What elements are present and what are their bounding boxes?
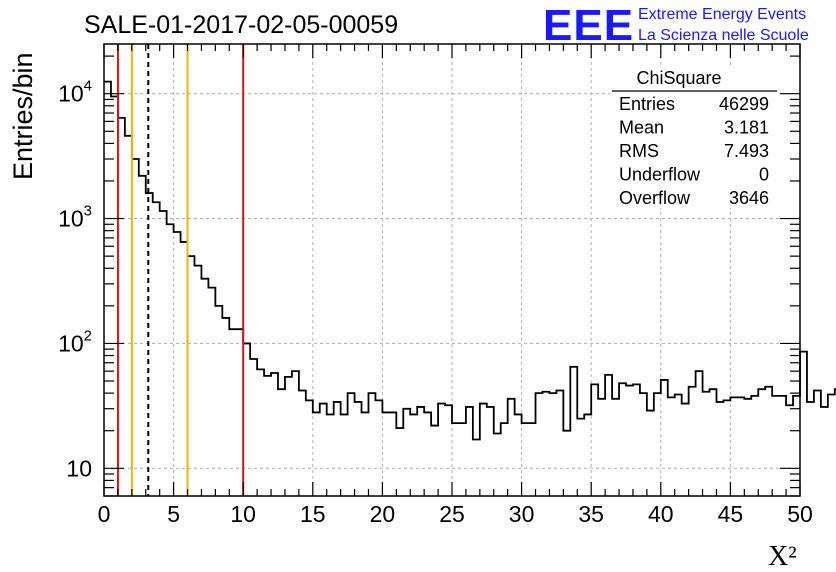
x-tick-label: 25 (439, 501, 465, 527)
x-tick-labels: 0 5 10 15 20 25 30 35 40 45 50 (98, 501, 813, 527)
y-tick-exponent: 2 (84, 327, 92, 344)
x-tick-label: 30 (509, 501, 535, 527)
stats-row-label: Mean (619, 118, 664, 138)
y-tick-label: 103 (58, 203, 92, 232)
x-tick-label: 10 (230, 501, 256, 527)
stats-box-title: ChiSquare (636, 68, 721, 88)
eee-logo: EEE Extreme Energy Events La Scienza nel… (543, 1, 809, 50)
reference-lines (116, 44, 245, 496)
x-tick-label: 0 (98, 501, 111, 527)
x-tick-label: 45 (718, 501, 744, 527)
chart-title: SALE-01-2017-02-05-00059 (84, 11, 398, 39)
logo-line-2: La Scienza nelle Scuole (638, 27, 809, 44)
histogram (104, 80, 836, 441)
stats-row-value: 3.181 (724, 118, 769, 138)
histogram-line (104, 80, 836, 441)
stats-box: ChiSquare Entries 46299 Mean 3.181 RMS 7.493 U… (610, 66, 780, 208)
y-tick-label: 104 (58, 78, 92, 107)
y-tick-label: 102 (58, 327, 92, 356)
x-tick-label: 15 (300, 501, 326, 527)
stats-row-value: 7.493 (724, 141, 769, 161)
y-tick-base: 10 (58, 81, 84, 107)
x-tick-label: 5 (167, 501, 180, 527)
stats-row-label: Entries (619, 94, 675, 114)
y-tick-exponent: 3 (84, 203, 92, 220)
logo-mark: EEE (543, 1, 634, 50)
stats-row-label: RMS (619, 141, 659, 161)
stats-row-label: Overflow (619, 188, 691, 208)
y-tick-label: 10 (66, 455, 92, 481)
x-tick-label: 20 (370, 501, 396, 527)
stats-rows: Entries 46299 Mean 3.181 RMS 7.493 Underflow 0 O… (619, 94, 769, 208)
stats-row-value: 46299 (719, 94, 769, 114)
logo-line-1: Extreme Energy Events (638, 6, 806, 23)
stats-row-value: 3646 (729, 188, 769, 208)
y-tick-base: 10 (66, 455, 92, 481)
x-tick-label: 35 (578, 501, 604, 527)
x-tick-label: 40 (648, 501, 674, 527)
y-axis-label: Entries/bin (8, 52, 38, 180)
grid-lines (104, 44, 800, 496)
y-tick-exponent: 4 (84, 78, 92, 95)
y-tick-base: 10 (58, 206, 84, 232)
stats-row-value: 0 (759, 165, 769, 185)
x-axis-label: X² (768, 541, 797, 572)
x-tick-label: 50 (787, 501, 813, 527)
stats-box-background (610, 66, 780, 208)
axis-ticks (103, 44, 801, 497)
stats-row-label: Underflow (619, 165, 701, 185)
y-tick-base: 10 (58, 330, 84, 356)
